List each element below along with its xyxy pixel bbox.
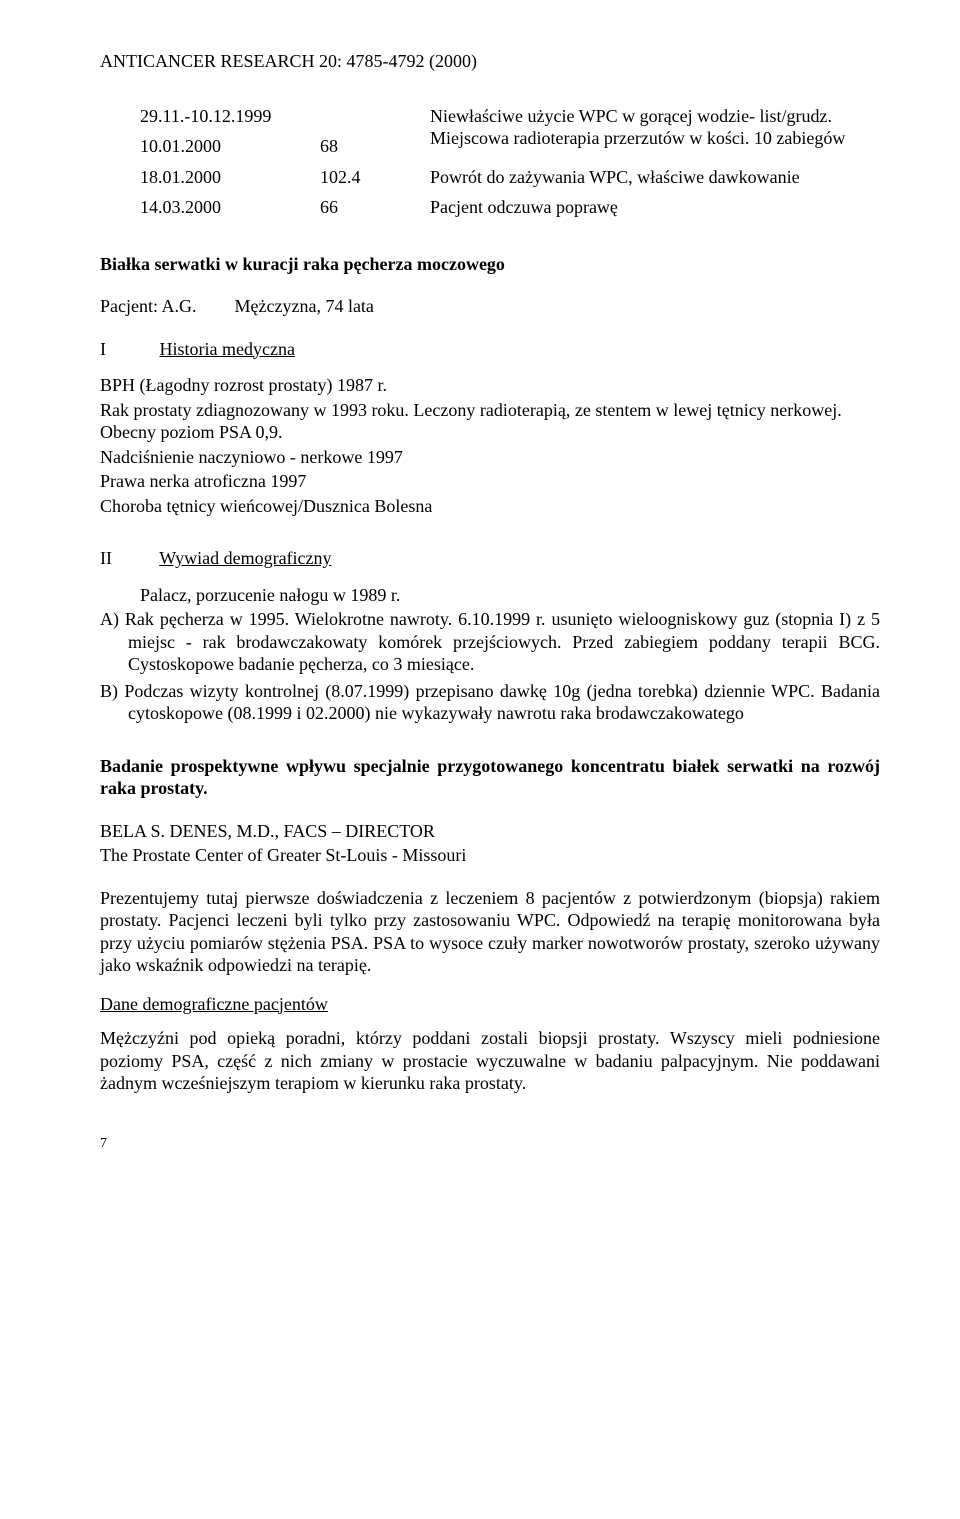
history-line: Nadciśnienie naczyniowo - nerkowe 1997 <box>100 446 880 469</box>
study-affiliation: The Prostate Center of Greater St-Louis … <box>100 844 880 867</box>
history-heading: Historia medyczna <box>160 339 295 359</box>
study-section-body: Mężczyźni pod opieką poradni, którzy pod… <box>100 1027 880 1095</box>
cell-value: 102.4 <box>320 162 430 193</box>
cell-value <box>320 101 430 132</box>
patient-info: Mężczyzna, 74 lata <box>235 296 374 316</box>
study-title: Badanie prospektywne wpływu specjalnie p… <box>100 755 880 800</box>
table-row: 18.01.2000 102.4 Powrót do zażywania WPC… <box>100 162 880 193</box>
treatment-timeline-table: 29.11.-10.12.1999 Niewłaściwe użycie WPC… <box>100 101 880 223</box>
study-section-heading: Dane demograficzne pacjentów <box>100 994 328 1014</box>
demographics-line: Palacz, porzucenie nałogu w 1989 r. <box>100 584 880 607</box>
cell-date: 29.11.-10.12.1999 <box>100 101 320 132</box>
history-line: BPH (Łagodny rozrost prostaty) 1987 r. <box>100 374 880 397</box>
journal-header: ANTICANCER RESEARCH 20: 4785-4792 (2000) <box>100 50 880 73</box>
demographics-heading: Wywiad demograficzny <box>159 548 331 568</box>
cell-desc: Powrót do zażywania WPC, właściwe dawkow… <box>430 162 880 193</box>
study-author: BELA S. DENES, M.D., FACS – DIRECTOR <box>100 820 880 843</box>
page-number: 7 <box>100 1135 880 1153</box>
cell-desc: Niewłaściwe użycie WPC w gorącej wodzie-… <box>430 101 880 162</box>
section-roman-i: I <box>100 338 155 361</box>
section-roman-ii: II <box>100 547 155 570</box>
history-line: Choroba tętnicy wieńcowej/Dusznica Boles… <box>100 495 880 518</box>
history-line: Prawa nerka atroficzna 1997 <box>100 470 880 493</box>
table-row: 14.03.2000 66 Pacjent odczuwa poprawę <box>100 192 880 223</box>
cell-desc: Pacjent odczuwa poprawę <box>430 192 880 223</box>
finding-b: B) Podczas wizyty kontrolnej (8.07.1999)… <box>100 680 880 725</box>
cell-value: 68 <box>320 131 430 162</box>
cell-date: 14.03.2000 <box>100 192 320 223</box>
history-line: Rak prostaty zdiagnozowany w 1993 roku. … <box>100 399 880 444</box>
cell-date: 10.01.2000 <box>100 131 320 162</box>
cell-date: 18.01.2000 <box>100 162 320 193</box>
finding-a: A) Rak pęcherza w 1995. Wielokrotne nawr… <box>100 608 880 676</box>
case-title: Białka serwatki w kuracji raka pęcherza … <box>100 253 880 276</box>
cell-value: 66 <box>320 192 430 223</box>
table-row: 29.11.-10.12.1999 Niewłaściwe użycie WPC… <box>100 101 880 132</box>
study-intro: Prezentujemy tutaj pierwsze doświadczeni… <box>100 887 880 977</box>
patient-label: Pacjent: A.G. <box>100 295 230 318</box>
